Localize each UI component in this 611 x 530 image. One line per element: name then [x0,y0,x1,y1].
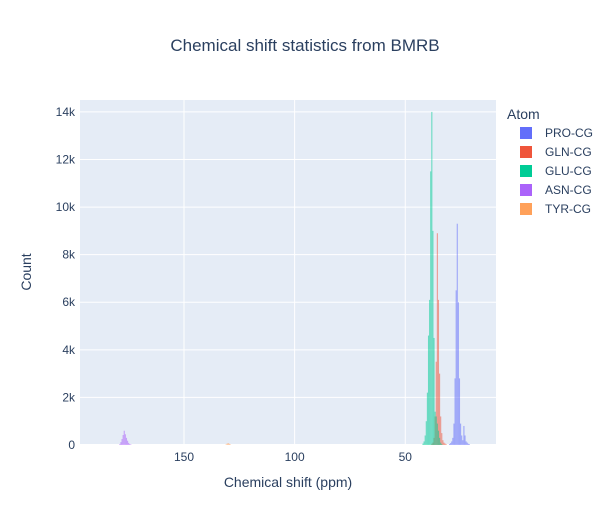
histogram-bar [443,443,444,445]
legend-label: ASN-CG [545,183,592,197]
x-tick-label: 150 [174,450,194,464]
histogram-bar [445,444,446,445]
legend-item[interactable]: TYR-CG [520,202,591,216]
y-tick-label: 0 [68,438,75,452]
x-tick-label: 50 [399,450,413,464]
y-tick-label: 12k [56,152,76,166]
legend-label: GLU-CG [545,164,592,178]
histogram-bar [430,171,431,445]
legend-label: TYR-CG [545,202,591,216]
histogram-bar [123,435,124,445]
legend-item[interactable]: GLN-CG [520,145,592,159]
histogram-bar [437,233,438,445]
histogram-bar [462,440,463,445]
histogram-bar [446,444,447,445]
histogram-bar [458,302,459,445]
histogram-bar [442,440,443,445]
histogram-bar [459,378,460,445]
histogram-bar [453,424,454,445]
legend-item[interactable]: GLU-CG [520,164,592,178]
histogram-bar [125,434,126,445]
histogram-bar [229,444,230,445]
histogram-bar [438,431,439,445]
histogram-bar [456,290,457,445]
histogram-bar [455,378,456,445]
histogram-bar [457,224,458,445]
histogram-bar [119,444,120,445]
y-tick-label: 14k [56,105,76,119]
histogram-bar [452,438,453,445]
histogram-bar [432,231,433,445]
histogram-bar [440,443,441,445]
legend-title: Atom [507,106,540,122]
histogram-bar [128,443,129,445]
histogram-bar [469,444,470,445]
histogram-bar [440,416,441,445]
legend-label: GLN-CG [545,145,592,159]
histogram-bar [468,444,469,445]
histogram-bar [227,444,228,445]
histogram-bar [429,300,430,445]
histogram-bar [422,444,423,445]
y-tick-label: 8k [62,248,76,262]
histogram-bar [439,374,440,445]
legend-swatch [520,203,532,215]
histogram-bar [461,435,462,445]
histogram-bar [437,424,438,445]
y-tick-label: 10k [56,200,76,214]
chart-title: Chemical shift statistics from BMRB [170,36,439,55]
histogram-bar [439,438,440,445]
histogram-bar [428,336,429,445]
histogram-bar [467,443,468,445]
histogram-bar [466,441,467,445]
histogram-bar [464,435,465,445]
legend-swatch [520,127,532,139]
y-axis-title: Count [18,253,34,290]
legend-item[interactable]: PRO-CG [520,126,593,140]
histogram-bar [127,441,128,445]
y-tick-label: 6k [62,295,76,309]
histogram-bar [436,416,437,445]
histogram-bar [435,412,436,445]
legend-swatch [520,146,532,158]
legend-items: PRO-CG GLN-CG GLU-CG ASN-CG TYR-CG [520,126,593,216]
histogram-bar [121,439,122,445]
y-tick-label: 4k [62,343,76,357]
histogram-bar [424,441,425,445]
histogram-bar [228,443,229,445]
histogram-bar [126,438,127,445]
histogram-bar [427,393,428,445]
histogram-bar [438,300,439,445]
histogram-bar [120,442,121,445]
x-axis-title: Chemical shift (ppm) [224,474,352,490]
histogram-bar [463,426,464,445]
histogram-bar [450,443,451,445]
y-tick-labels: 0 2k 4k 6k 8k 10k 12k 14k [56,105,76,452]
legend-item[interactable]: ASN-CG [520,183,592,197]
histogram-bar [441,444,442,445]
histogram-bar [451,441,452,445]
x-tick-label: 100 [285,450,305,464]
histogram-bar [426,421,427,445]
legend: Atom PRO-CG GLN-CG GLU-CG ASN-CG TYR-CG [507,106,593,216]
histogram-bar [425,435,426,445]
legend-swatch [520,184,532,196]
histogram-bar [460,424,461,445]
legend-swatch [520,165,532,177]
histogram-bar [433,338,434,445]
histogram-bar [129,444,130,445]
y-tick-label: 2k [62,390,76,404]
x-tick-labels: 150 100 50 [174,450,412,464]
histogram-bar [449,444,450,445]
legend-label: PRO-CG [545,126,593,140]
histogram-bar [431,112,432,445]
histogram-bar [124,431,125,445]
histogram-bar [441,433,442,445]
